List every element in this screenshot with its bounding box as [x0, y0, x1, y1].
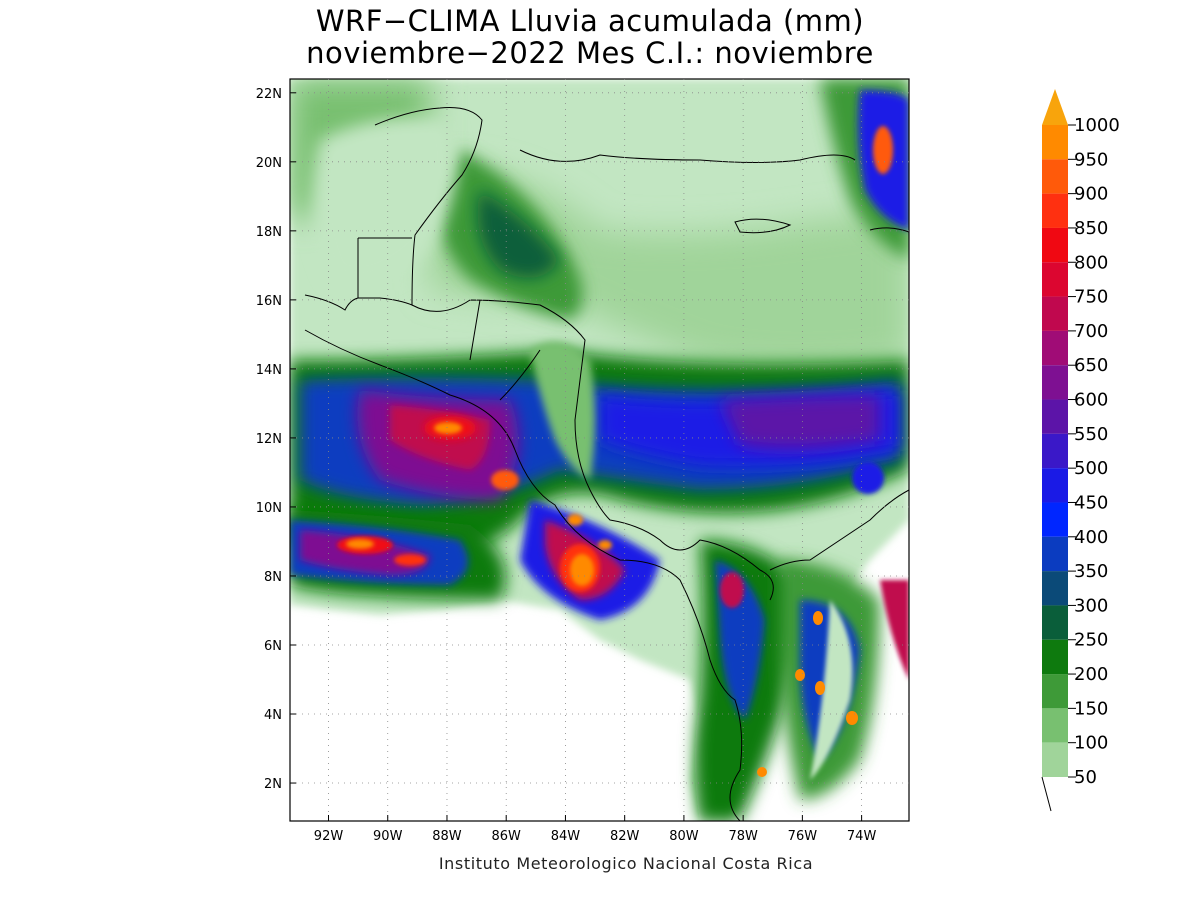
colorbar-swatch	[1042, 639, 1068, 675]
lat-tick-label: 22N	[256, 87, 282, 102]
colorbar-swatch	[1042, 227, 1068, 263]
lat-tick-label: 6N	[264, 639, 282, 654]
colorbar-label: 500	[1074, 458, 1108, 479]
colorbar-label: 650	[1074, 355, 1108, 376]
colorbar-label: 50	[1074, 767, 1097, 788]
lat-tick-label: 2N	[264, 777, 282, 792]
colorbar-label: 350	[1074, 561, 1108, 582]
axis-ticks: 92W 90W 88W 86W 84W 82W 80W 78W 76W 74W 2N 4N 6N 8N 10…	[256, 87, 877, 844]
colorbar-label: 300	[1074, 595, 1108, 616]
colorbar-swatch	[1042, 365, 1068, 400]
lon-tick-label: 86W	[492, 829, 522, 844]
colorbar-label: 400	[1074, 527, 1108, 548]
colorbar-swatch	[1042, 399, 1068, 434]
lon-tick-label: 74W	[847, 829, 877, 844]
colorbar-label: 750	[1074, 287, 1108, 308]
colorbar-swatch	[1042, 330, 1068, 366]
map-title-line-2: noviembre−2022 Mes C.I.: noviembre	[306, 36, 874, 70]
precipitation-map: 92W 90W 88W 86W 84W 82W 80W 78W 76W 74W 2N 4N 6N 8N 10…	[256, 78, 910, 844]
colorbar-swatch	[1042, 571, 1068, 606]
lat-tick-label: 14N	[256, 363, 282, 378]
colorbar-label: 450	[1074, 492, 1108, 513]
colorbar-label: 900	[1074, 184, 1108, 205]
lon-tick-label: 90W	[373, 829, 403, 844]
colorbar-swatch	[1042, 296, 1068, 331]
colorbar-swatch	[1042, 708, 1068, 743]
colorbar-tail	[1041, 776, 1052, 812]
colorbar-swatch	[1042, 468, 1068, 503]
lon-tick-label: 78W	[728, 829, 758, 844]
colorbar-swatch	[1042, 674, 1068, 709]
lat-tick-label: 12N	[256, 432, 282, 447]
lat-tick-label: 4N	[264, 708, 282, 723]
lat-tick-label: 8N	[264, 570, 282, 585]
lon-tick-label: 84W	[551, 829, 581, 844]
lat-tick-label: 18N	[256, 225, 282, 240]
colorbar-swatch	[1042, 262, 1068, 297]
lon-tick-label: 82W	[610, 829, 640, 844]
credit-text: Instituto Meteorologico Nacional Costa R…	[438, 854, 814, 873]
colorbar-swatch	[1042, 433, 1068, 469]
colorbar-swatch	[1042, 605, 1068, 640]
colorbar-label: 700	[1074, 321, 1108, 342]
lat-tick-label: 16N	[256, 294, 282, 309]
lon-tick-label: 76W	[788, 829, 818, 844]
lon-tick-label: 80W	[669, 829, 699, 844]
precipitation-field	[290, 79, 909, 821]
map-title-line-1: WRF−CLIMA Lluvia acumulada (mm)	[315, 4, 865, 38]
lat-tick-label: 10N	[256, 501, 282, 516]
colorbar-label: 150	[1074, 698, 1108, 719]
colorbar-label: 550	[1074, 424, 1108, 445]
colorbar-swatch	[1042, 159, 1068, 194]
colorbar-swatch	[1042, 193, 1068, 228]
colorbar-swatch	[1042, 502, 1068, 537]
lat-tick-label: 20N	[256, 156, 282, 171]
colorbar-swatch	[1042, 742, 1068, 777]
colorbar-label: 950	[1074, 149, 1108, 170]
colorbar-label: 600	[1074, 390, 1108, 411]
colorbar-swatch	[1042, 536, 1068, 572]
lat-lon-grid	[290, 79, 909, 821]
colorbar-label: 1000	[1074, 115, 1120, 136]
lon-tick-label: 92W	[314, 829, 344, 844]
colorbar-extension	[1042, 89, 1068, 125]
lon-tick-label: 88W	[432, 829, 462, 844]
colorbar-legend: 1000 950 900 850 800 750 700 650 600 550 500 450 400…	[1041, 89, 1120, 812]
colorbar-label: 850	[1074, 218, 1108, 239]
colorbar-label: 100	[1074, 733, 1108, 754]
colorbar-label: 250	[1074, 630, 1108, 651]
colorbar-label: 800	[1074, 252, 1108, 273]
colorbar-label: 200	[1074, 664, 1108, 685]
colorbar-swatch	[1042, 125, 1068, 160]
map-frame	[289, 78, 910, 822]
coastlines	[304, 107, 909, 821]
